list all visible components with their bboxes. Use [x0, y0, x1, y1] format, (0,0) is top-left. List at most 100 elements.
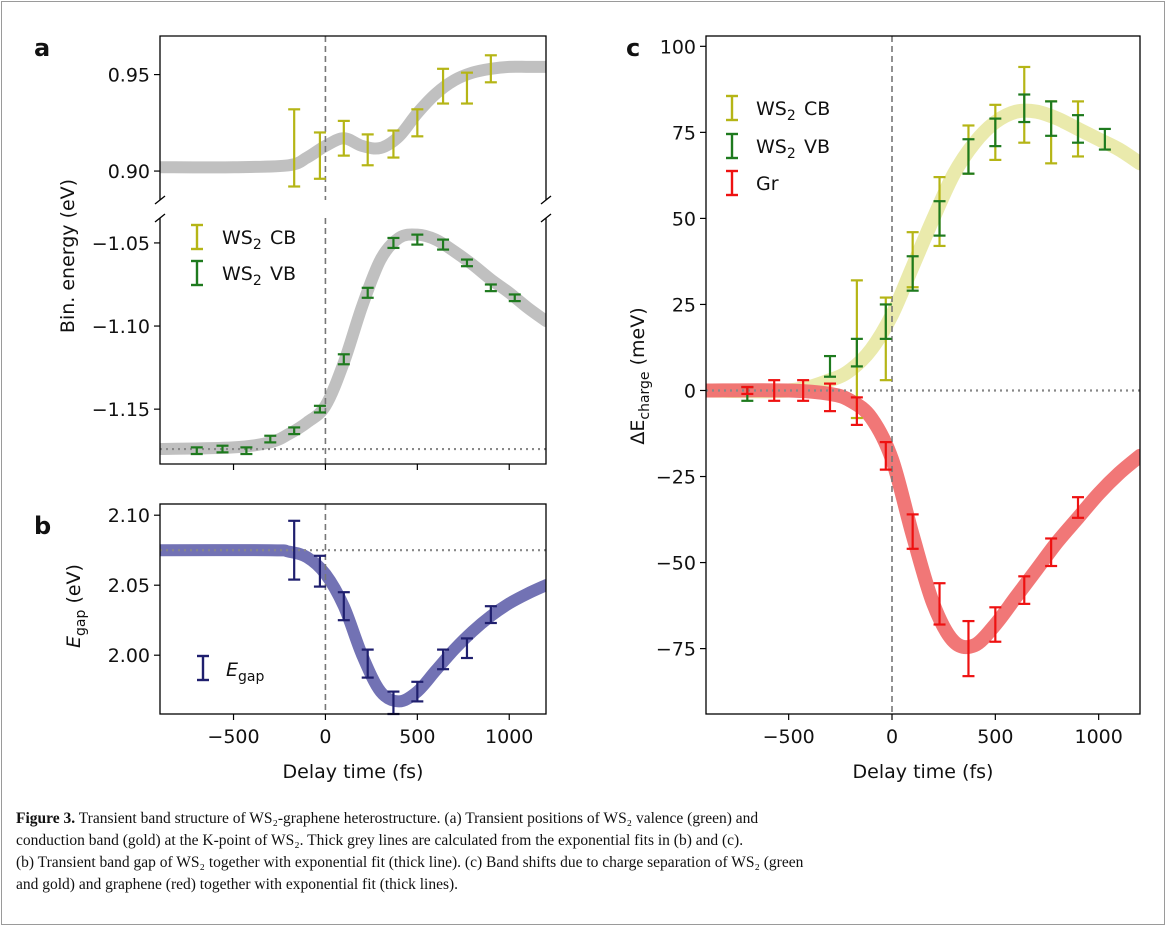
- panel-a-upper-ytick-label: 0.90: [108, 161, 150, 183]
- panel-c-legend-gr-label: Gr: [756, 173, 779, 195]
- panel-b-xtick-label: 1000: [485, 726, 533, 748]
- panel-b-gap-point-2: [337, 591, 350, 622]
- panel-c-legend-gr-icon: [726, 169, 738, 197]
- panel-c-gr-point-7: [933, 582, 946, 626]
- panel-b-label: b: [34, 512, 51, 540]
- panel-c-gr-point-8: [962, 619, 975, 678]
- panel-b-gap-point-7: [460, 637, 473, 660]
- panel-a-upper-ytick-label: 0.95: [108, 65, 150, 87]
- panel-a-cb-point-6: [437, 67, 450, 105]
- panel-a-axis-break-mark: [540, 213, 552, 223]
- panel-a-cb-point-4: [387, 129, 400, 159]
- caption-line-4: and gold) and graphene (red) together wi…: [16, 876, 459, 893]
- panel-c-legend-cb-icon: [726, 94, 738, 122]
- panel-a-vb-point-5: [313, 404, 326, 414]
- panel-c-legend-vb-suffix: VB: [804, 136, 830, 158]
- panel-a-cb-point-1: [313, 131, 326, 180]
- panel-c-legend-cb-suffix: CB: [804, 98, 830, 120]
- panel-c-vb-point-2: [850, 337, 863, 368]
- panel-a-cb-point-3: [361, 133, 374, 167]
- panel-c-vb-point-10: [1072, 114, 1084, 144]
- panel-c-gr-point-12: [1072, 496, 1084, 519]
- panel-c-vb-point-5: [933, 200, 946, 237]
- panel-c-gr-point-9: [989, 606, 1002, 643]
- panel-a-lower-frame: [159, 218, 547, 465]
- panel-a-vb-point-1: [216, 444, 229, 454]
- panel-b-gap-point-6: [437, 648, 450, 671]
- panel-c-legend-cb-ws: WS2: [756, 98, 796, 124]
- panel-a-vb-point-3: [264, 434, 277, 444]
- panel-c-xlabel: Delay time (fs): [853, 761, 994, 783]
- panel-b-gap-point-3: [361, 648, 374, 679]
- caption-label: Figure 3.: [16, 810, 76, 827]
- panel-c-ytick-label: 25: [672, 294, 696, 316]
- panel-a-vb-point-8: [387, 236, 400, 250]
- panel-c-gr-point-6: [906, 513, 919, 550]
- panel-a-lower-ytick-label: −1.05: [92, 233, 150, 255]
- panel-a-cb-point-2: [337, 119, 350, 157]
- panel-b-ytick-label: 2.05: [108, 575, 150, 597]
- panel-a-ylabel: Bin. energy (eV): [57, 179, 79, 333]
- panel-a-vb-point-9: [411, 233, 424, 246]
- panel-a-vb-point-7: [361, 286, 374, 299]
- panel-a-vb-point-2: [240, 446, 253, 456]
- panel-c-xtick-label: 1000: [1074, 726, 1122, 748]
- panel-c-ytick-label: 0: [684, 380, 696, 402]
- panel-c-gr-point-2: [797, 379, 810, 402]
- panel-c-xtick-label: 500: [977, 726, 1013, 748]
- panel-a-vb-point-6: [337, 353, 350, 366]
- panel-c-gr-point-0: [741, 385, 754, 396]
- panel-c-legend-vb-icon: [726, 132, 738, 160]
- panel-c-vb-point-1: [824, 354, 836, 378]
- panel-c-gr-point-3: [824, 382, 836, 413]
- panel-a-legend-cb-icon: [191, 223, 203, 251]
- panel-c-ytick-label: 75: [672, 122, 696, 144]
- panel-c-vb-point-4: [906, 255, 919, 292]
- panel-c-vb-point-3: [879, 303, 892, 340]
- panel-b-gap-point-8: [484, 605, 497, 625]
- panel-b-ytick-label: 2.00: [108, 645, 150, 667]
- panel-c-ytick-label: 100: [660, 36, 696, 58]
- panel-c-ytick-label: −75: [656, 639, 696, 661]
- panel-a-legend-vb-ws: WS2: [222, 263, 262, 289]
- panel-b-xlabel: Delay time (fs): [283, 761, 424, 783]
- panel-c-label: c: [626, 34, 640, 62]
- panel-c-vb-point-9: [1045, 100, 1058, 137]
- caption-line-2: conduction band (gold) at the K-point of…: [16, 832, 744, 849]
- panel-a-legend-vb-icon: [191, 259, 203, 287]
- panel-c-vb-point-8: [1018, 93, 1031, 124]
- caption-line-1: Transient band structure of WS₂-graphene…: [78, 810, 759, 827]
- panel-a-upper-frame: [159, 35, 547, 200]
- panel-b-legend-icon: [197, 654, 209, 682]
- panel-a-lower-ytick-label: −1.15: [92, 399, 150, 421]
- panel-b-frame: [159, 503, 547, 715]
- panel-a-axis-break-mark: [154, 213, 166, 223]
- panel-c-frame: [705, 35, 1141, 715]
- panel-c-vb-point-6: [962, 138, 975, 175]
- panel-a-legend-vb-suffix: VB: [270, 263, 296, 285]
- panel-a-vb-point-13: [508, 293, 521, 303]
- figure-caption: Figure 3. Transient band structure of WS…: [16, 808, 1152, 896]
- panel-b-fit-gap: [160, 544, 546, 708]
- panel-b-gap-point-5: [411, 680, 424, 703]
- figure-3-charts: 0.90 0.95 −1.05 −1.10 −1.15 a Bin. energy (eV)…: [34, 34, 1141, 783]
- panel-b-legend-label: Egap: [226, 659, 264, 685]
- panel-b-ytick-label: 2.10: [108, 505, 150, 527]
- panel-a-cb-point-5: [411, 108, 424, 138]
- panel-a-cb-point-0: [288, 108, 301, 188]
- panel-c-gr-point-5: [879, 441, 892, 471]
- panel-a-vb-point-4: [288, 426, 301, 436]
- panel-c-gr-point-1: [768, 379, 781, 402]
- panel-b-gap-point-1: [313, 554, 326, 588]
- panel-b-xtick-label: −500: [207, 726, 259, 748]
- panel-c-xtick-label: 0: [886, 726, 898, 748]
- panel-b-xtick-label: 0: [319, 726, 331, 748]
- panel-c-legend-vb-ws: WS2: [756, 136, 796, 162]
- panel-b-ylabel: Egap (eV): [63, 564, 89, 648]
- panel-a-lower-ytick-label: −1.10: [92, 316, 150, 338]
- panel-a-vb-point-12: [484, 283, 497, 293]
- panel-c-xtick-label: −500: [763, 726, 815, 748]
- panel-b-gap-point-0: [288, 519, 301, 581]
